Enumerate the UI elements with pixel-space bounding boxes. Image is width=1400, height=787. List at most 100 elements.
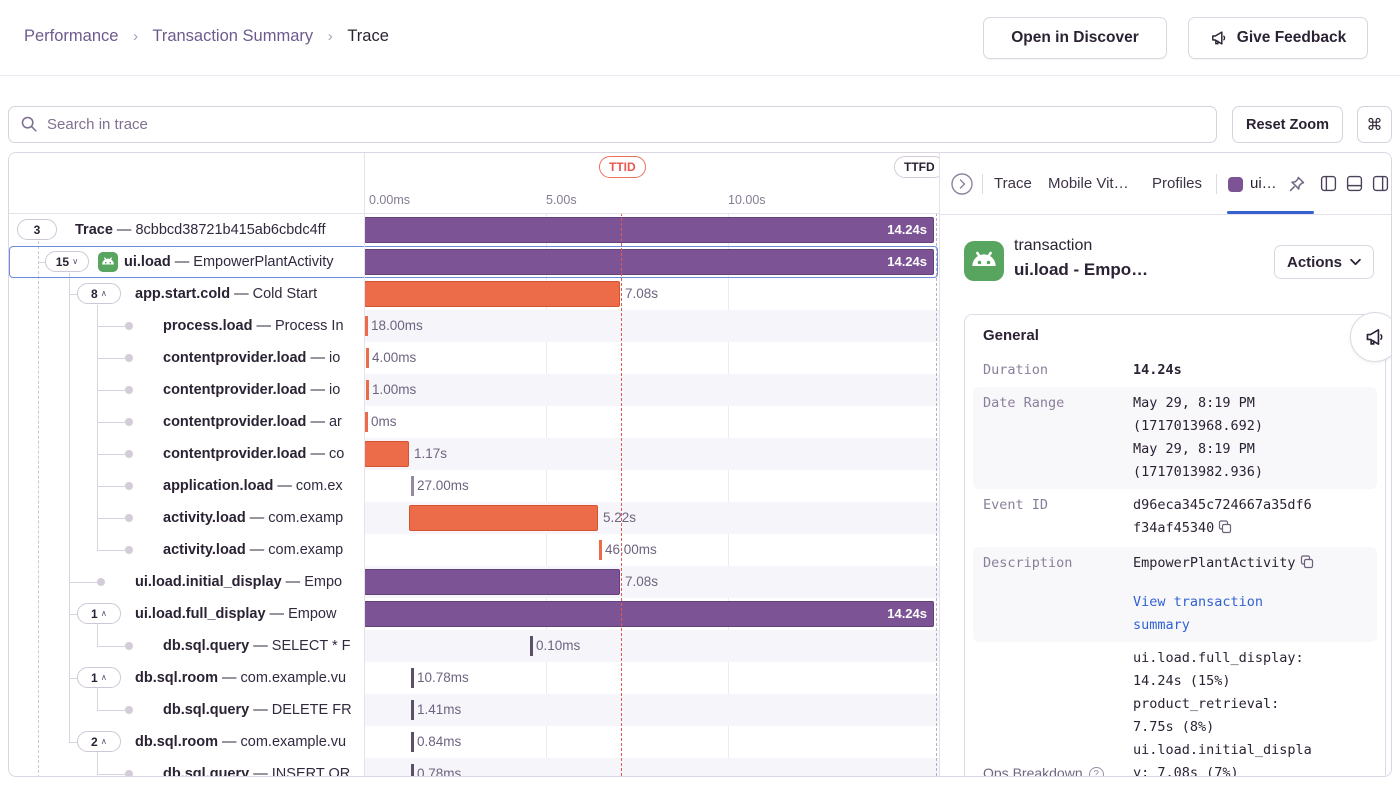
tree-guide-line [97,752,98,774]
span-bar[interactable] [364,569,620,595]
give-feedback-label: Give Feedback [1236,29,1347,46]
ttfd-marker[interactable]: TTFD [894,156,945,178]
view-transaction-summary-link[interactable]: View transaction summary [1133,594,1264,633]
actions-button[interactable]: Actions [1274,245,1374,279]
command-shortcut-button[interactable]: ⌘ [1357,106,1392,143]
span-duration: 5.22s [603,510,637,525]
span-bar[interactable]: 14.24s [364,217,934,243]
span-row-db.sql.room[interactable]: 2 ∧ db.sql.room — com.example.vu 0.84ms [9,726,939,758]
copy-icon[interactable] [1300,554,1314,577]
tree-guide-line [69,582,97,583]
span-bar[interactable] [409,505,598,531]
span-tick[interactable] [599,540,602,560]
span-bar[interactable]: 14.24s [364,249,934,275]
span-row-contentprovider.load[interactable]: contentprovider.load — io 1.00ms [9,374,939,406]
value-line: May 29, 8:19 PM [1133,441,1255,457]
tree-guide-line [97,688,98,710]
span-row-process.load[interactable]: process.load — Process In 18.00ms [9,310,939,342]
tree-guide-line [97,710,125,711]
span-row-Trace[interactable]: 3 Trace — 8cbbcd38721b415ab6cbdc4ff 14.24s [9,214,939,246]
span-row-app.start.cold[interactable]: 8 ∧ app.start.cold — Cold Start 7.08s [9,278,939,310]
description-value: EmpowerPlantActivity [1133,552,1367,577]
span-tick[interactable] [530,636,533,656]
dock-bottom-icon[interactable] [1346,175,1363,197]
span-row-contentprovider.load[interactable]: contentprovider.load — io 4.00ms [9,342,939,374]
span-row-contentprovider.load[interactable]: contentprovider.load — co 1.17s [9,438,939,470]
span-bar[interactable] [364,441,409,467]
tab-profiles[interactable]: Profiles [1152,175,1203,192]
span-tree-cell: db.sql.query — DELETE FR [9,694,364,726]
megaphone-icon [1210,29,1228,47]
span-duration: 7.08s [625,574,659,589]
span-row-activity.load[interactable]: activity.load — com.examp 5.22s [9,502,939,534]
span-tick[interactable] [364,316,368,336]
feedback-floating-button[interactable] [1350,312,1391,362]
span-bar[interactable] [364,281,620,307]
tab-mobile-vitals[interactable]: Mobile Vit… [1048,175,1129,192]
span-dot [125,386,133,394]
span-count-toggle[interactable]: 1 ∧ [77,667,121,688]
span-row-ui.load.initial_display[interactable]: ui.load.initial_display — Empo 7.08s [9,566,939,598]
help-icon[interactable]: ? [1088,767,1104,776]
event-id-field: Event ID d96eca345c724667a35df6 f34af453… [973,489,1377,547]
span-tick[interactable] [365,412,368,432]
dock-right-icon[interactable] [1372,175,1389,197]
span-count-toggle[interactable]: 15 ∨ [45,251,89,272]
span-count-toggle[interactable]: 3 [17,219,57,240]
ttid-dashed-line [621,178,622,776]
field-key: Description [983,555,1073,571]
span-row-db.sql.query[interactable]: db.sql.query — INSERT OR 0.78ms [9,758,939,777]
span-tick[interactable] [411,764,414,776]
span-tick[interactable] [366,348,369,368]
span-count-toggle[interactable]: 1 ∧ [77,603,121,624]
span-description: contentprovider.load — co [163,446,345,462]
span-row-db.sql.query[interactable]: db.sql.query — SELECT * F 0.10ms [9,630,939,662]
reset-zoom-button[interactable]: Reset Zoom [1232,106,1343,143]
span-row-application.load[interactable]: application.load — com.ex 27.00ms [9,470,939,502]
tree-guide-line [69,273,70,742]
span-tick[interactable] [366,380,369,400]
actions-label: Actions [1286,253,1342,271]
span-duration: 0.10ms [536,638,581,653]
span-description: db.sql.query — INSERT OR [163,766,351,777]
give-feedback-button[interactable]: Give Feedback [1188,17,1368,59]
span-tick[interactable] [411,476,414,496]
span-tick[interactable] [411,700,414,720]
span-row-activity.load[interactable]: activity.load — com.examp 46.00ms [9,534,939,566]
dock-left-icon[interactable] [1320,175,1337,197]
breadcrumb-transaction-summary[interactable]: Transaction Summary [152,27,314,45]
drawer-tabs: Trace Mobile Vit… Profiles ui… [940,153,1391,215]
span-row-ui.load[interactable]: 15 ∨ ui.load — EmpowerPlantActivity 14.24s [9,246,939,278]
collapse-drawer-icon[interactable] [950,172,974,196]
value-line: (1717013968.692) [1133,418,1264,434]
tree-guide-line [97,305,98,550]
span-description: application.load — com.ex [163,478,343,494]
span-row-db.sql.query[interactable]: db.sql.query — DELETE FR 1.41ms [9,694,939,726]
timeline-tick: 5.00s [546,193,577,207]
span-row-ui.load.full_display[interactable]: 1 ∧ ui.load.full_display — Empow 14.24s [9,598,939,630]
value-line: 14.24s (15%) [1133,673,1231,689]
span-row-contentprovider.load[interactable]: contentprovider.load — ar 0ms [9,406,939,438]
event-id-line: f34af45340 [1133,517,1367,542]
span-tick[interactable] [411,732,414,752]
span-chart-cell: 0.10ms [364,630,939,662]
span-count-toggle[interactable]: 2 ∧ [77,731,121,752]
span-row-db.sql.room[interactable]: 1 ∧ db.sql.room — com.example.vu 10.78ms [9,662,939,694]
ops-breakdown-field: Ops Breakdown ? ui.load.full_display: 14.… [973,642,1377,776]
span-description: db.sql.room — com.example.vu [135,670,347,686]
span-bar[interactable]: 14.24s [364,601,934,627]
span-count-toggle[interactable]: 8 ∧ [77,283,121,304]
ttid-marker[interactable]: TTID [599,156,646,178]
breadcrumb-performance[interactable]: Performance [24,27,119,45]
trace-drawer: Trace Mobile Vit… Profiles ui… transacti… [939,153,1391,776]
pin-tab-icon[interactable] [1288,175,1306,198]
span-description: contentprovider.load — io [163,382,341,398]
tab-ui-load-active[interactable]: ui… [1250,175,1277,192]
copy-icon[interactable] [1218,519,1232,542]
search-input[interactable] [8,106,1217,143]
span-tree-cell: contentprovider.load — io [9,374,364,406]
open-in-discover-button[interactable]: Open in Discover [983,17,1167,59]
span-tick[interactable] [411,668,414,688]
timeline-header: TTID TTFD 0.00ms 5.00s 10.00s [9,153,945,214]
tab-trace[interactable]: Trace [994,175,1032,192]
